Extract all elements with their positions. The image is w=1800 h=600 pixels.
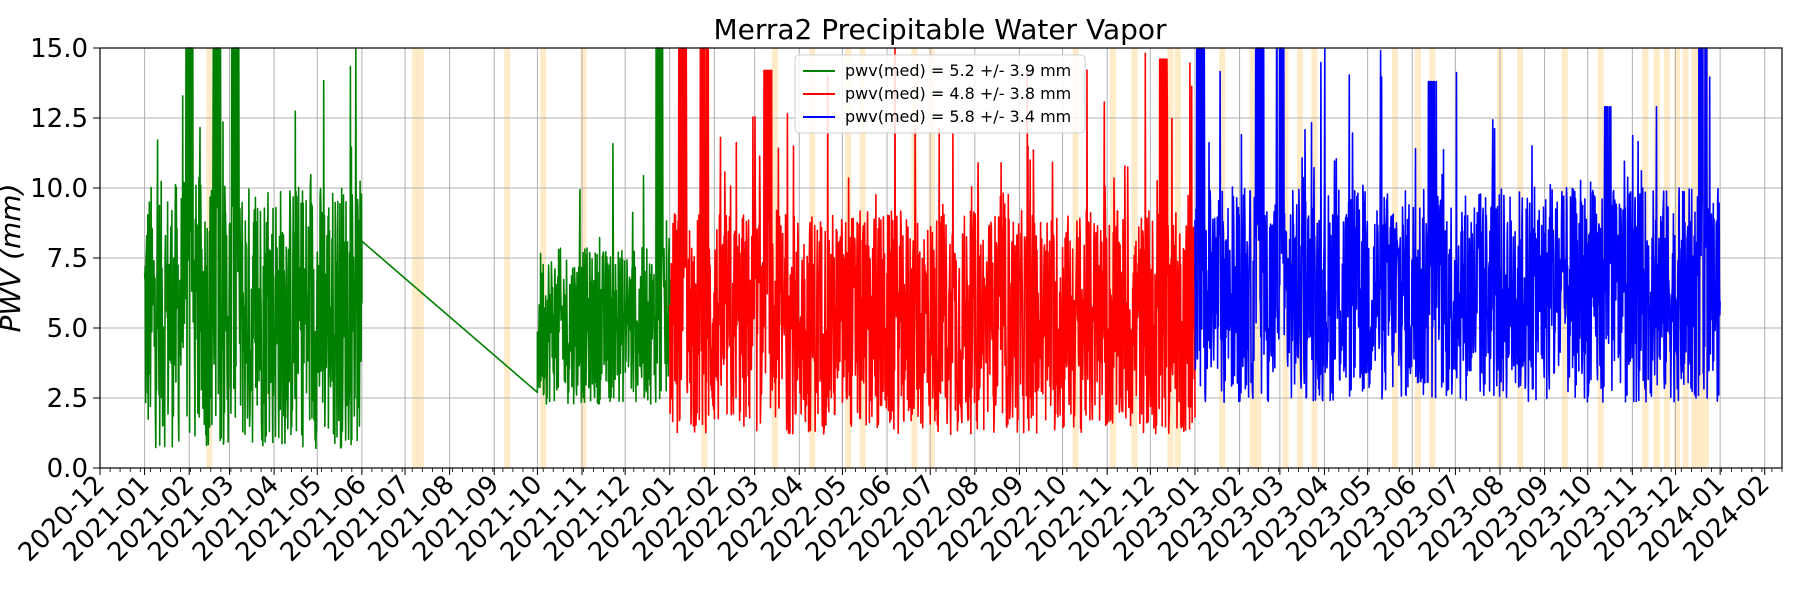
y-tick-label: 5.0 [47,314,88,344]
y-tick-label: 0.0 [47,454,88,484]
legend-entry: pwv(med) = 5.2 +/- 3.9 mm [845,61,1071,80]
y-tick-label: 10.0 [30,174,88,204]
legend-entry: pwv(med) = 4.8 +/- 3.8 mm [845,84,1071,103]
y-tick-label: 2.5 [47,384,88,414]
series-lines [143,47,1721,449]
y-tick-label: 15.0 [30,34,88,64]
chart-title: Merra2 Precipitable Water Vapor [713,13,1167,46]
legend-entry: pwv(med) = 5.8 +/- 3.4 mm [845,107,1071,126]
y-axis-label: PWV (mm) [0,183,27,332]
y-tick-label: 12.5 [30,104,88,134]
legend: pwv(med) = 5.2 +/- 3.9 mm pwv(med) = 4.8 … [794,54,1086,134]
series-line-1 [143,47,671,449]
series-line-3 [1194,47,1721,403]
y-tick-label: 7.5 [47,244,88,274]
series-line-2 [669,47,1196,435]
legend-box [794,54,1086,134]
